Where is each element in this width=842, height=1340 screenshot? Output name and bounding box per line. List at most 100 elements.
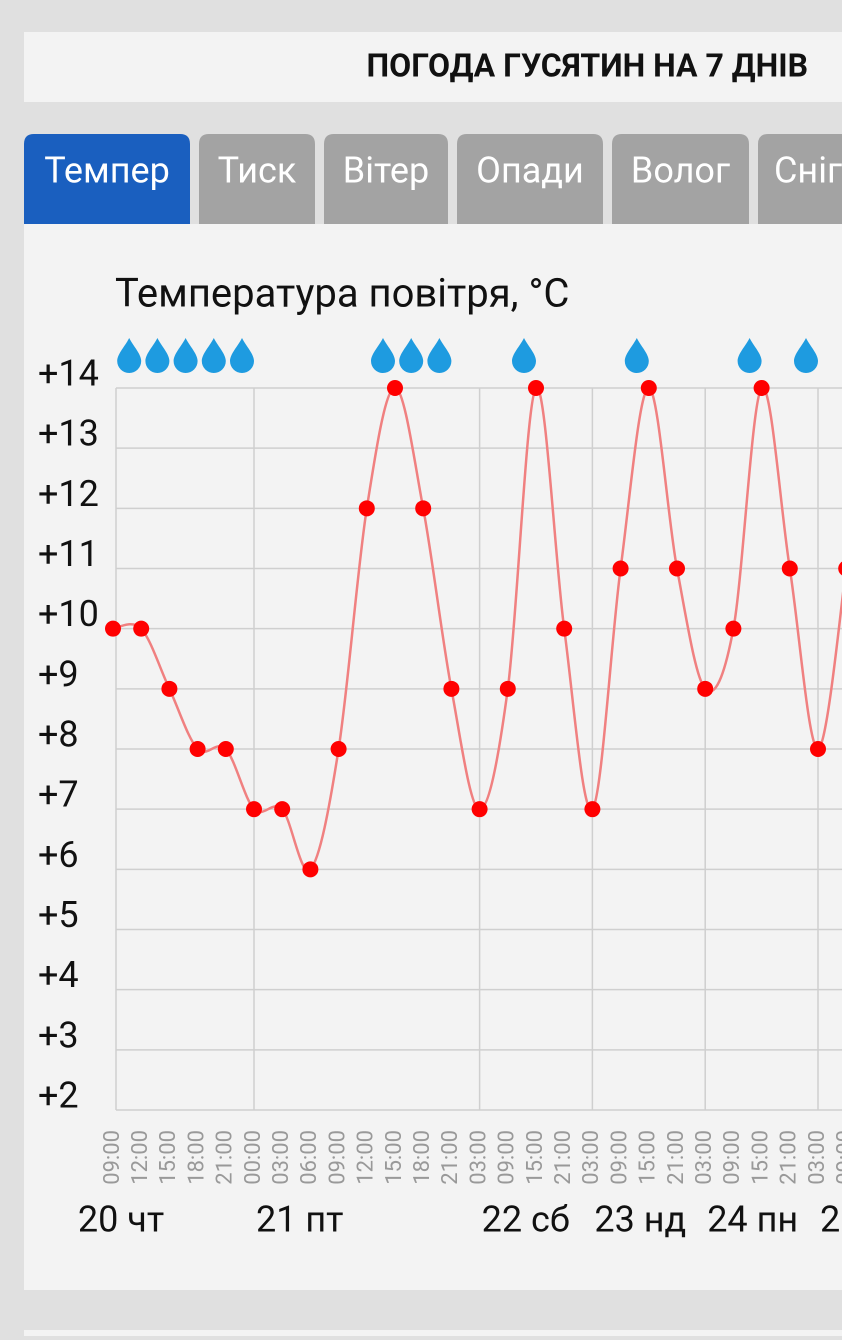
chart-title: Температура повітря, °C	[115, 270, 569, 317]
rain-icon	[794, 338, 818, 373]
header-title: ПОГОДА ГУСЯТИН НА 7 ДНІВ	[367, 46, 808, 84]
temperature-point	[133, 620, 150, 637]
y-tick-label: +12	[38, 473, 99, 515]
temperature-point	[161, 680, 178, 697]
x-tick-label: 15:00	[156, 1130, 181, 1185]
x-tick-label: 03:00	[466, 1130, 491, 1185]
day-label: 20 чт	[78, 1199, 164, 1241]
tab-label[interactable]: Темпер	[44, 150, 170, 192]
temperature-point	[584, 801, 601, 818]
x-tick-label: 09:00	[100, 1130, 125, 1185]
tab[interactable]	[457, 134, 603, 224]
rain-icon	[737, 338, 762, 373]
x-tick-label: 21:00	[438, 1130, 463, 1185]
y-tick-label: +8	[38, 714, 79, 756]
temperature-point	[838, 561, 842, 576]
x-tick-label: 15:00	[382, 1130, 407, 1185]
temperature-point	[725, 620, 742, 637]
rain-icon	[427, 338, 452, 373]
x-tick-label: 09:00	[325, 1130, 350, 1185]
rain-icon	[399, 338, 424, 373]
x-tick-label: 03:00	[269, 1130, 294, 1185]
rain-icon	[201, 338, 226, 373]
temperature-point	[669, 560, 685, 577]
temperature-point	[499, 680, 516, 697]
x-tick-label: 03:00	[692, 1130, 717, 1185]
tab[interactable]	[199, 134, 315, 224]
x-tick-label: 09:00	[833, 1130, 842, 1185]
y-tick-label: +14	[38, 353, 99, 395]
x-tick-label: 15:00	[748, 1130, 773, 1185]
temperature-point	[246, 801, 262, 818]
rain-icon	[624, 338, 649, 373]
tab[interactable]	[324, 134, 448, 224]
y-tick-label: +13	[38, 413, 99, 455]
temperature-point	[217, 741, 234, 757]
rain-icon	[371, 338, 395, 373]
y-tick-label: +4	[38, 954, 79, 996]
temperature-point	[612, 560, 629, 577]
y-tick-label: +2	[38, 1075, 79, 1117]
temperature-point	[302, 861, 319, 878]
y-tick-label: +6	[38, 834, 79, 876]
rain-icon	[145, 338, 170, 373]
y-tick-label: +9	[38, 653, 79, 695]
y-tick-label: +10	[38, 593, 99, 635]
rain-icon	[117, 338, 142, 373]
temperature-point	[697, 680, 714, 697]
temperature-point	[810, 741, 826, 757]
rain-icon	[512, 338, 536, 373]
x-tick-label: 03:00	[579, 1130, 604, 1185]
rain-icon	[230, 338, 254, 373]
x-tick-label: 09:00	[495, 1130, 520, 1185]
x-tick-label: 21:00	[213, 1130, 238, 1185]
day-label: 22 сб	[482, 1199, 570, 1241]
x-tick-label: 06:00	[297, 1130, 322, 1185]
tab-label[interactable]: Тиск	[218, 150, 297, 192]
x-tick-label: 09:00	[607, 1130, 632, 1185]
tab[interactable]	[758, 134, 842, 224]
day-label: 23 нд	[594, 1199, 686, 1241]
x-tick-label: 00:00	[241, 1130, 266, 1185]
temperature-point	[415, 500, 432, 517]
day-label: 21 пт	[256, 1199, 344, 1241]
temperature-point	[330, 741, 347, 757]
temperature-point	[753, 380, 770, 396]
header-bar	[24, 32, 842, 102]
x-tick-label: 18:00	[410, 1130, 435, 1185]
tab[interactable]	[24, 134, 190, 224]
day-label: 24 пн	[707, 1199, 798, 1241]
x-tick-label: 03:00	[805, 1130, 830, 1185]
temperature-point	[274, 801, 291, 818]
rain-icon	[173, 338, 198, 373]
day-label: 25 вт	[820, 1199, 842, 1241]
y-tick-label: +7	[38, 774, 79, 816]
temperature-point	[387, 380, 403, 396]
tab-label[interactable]: Сніг	[774, 150, 842, 192]
x-tick-label: 15:00	[523, 1130, 548, 1185]
y-tick-label: +11	[38, 533, 99, 575]
x-tick-label: 12:00	[128, 1130, 153, 1185]
x-tick-label: 21:00	[551, 1130, 576, 1185]
tab[interactable]	[612, 134, 749, 224]
temperature-point	[528, 380, 544, 396]
x-tick-label: 21:00	[664, 1130, 689, 1185]
temperature-point	[189, 741, 206, 757]
x-tick-label: 21:00	[777, 1130, 802, 1185]
temperature-point	[358, 500, 375, 517]
next-panel	[24, 1330, 842, 1340]
x-tick-label: 09:00	[720, 1130, 745, 1185]
temperature-point	[781, 560, 798, 577]
y-tick-label: +3	[38, 1014, 79, 1056]
tab-label[interactable]: Волог	[631, 150, 730, 192]
y-tick-label: +5	[38, 894, 79, 936]
x-tick-label: 12:00	[354, 1130, 379, 1185]
x-tick-label: 18:00	[184, 1130, 209, 1185]
temperature-point	[105, 620, 121, 637]
temperature-point	[556, 620, 573, 637]
tab-label[interactable]: Опади	[476, 150, 584, 192]
tab-label[interactable]: Вітер	[343, 150, 429, 192]
temperature-point	[640, 380, 657, 396]
